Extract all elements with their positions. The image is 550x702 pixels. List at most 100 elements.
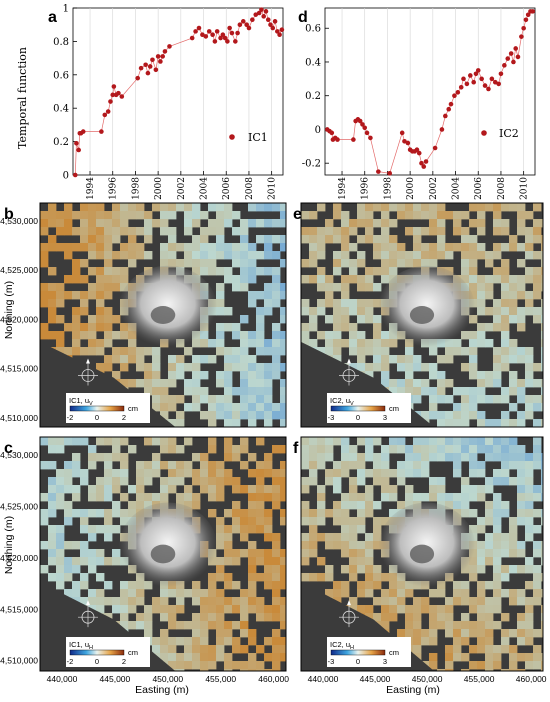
pixel-cell [240, 331, 249, 340]
pixel-cell [72, 541, 81, 550]
pixel-cell [357, 437, 366, 446]
pixel-cell [248, 669, 257, 671]
displacement-field [301, 203, 543, 427]
pixel-cell [445, 629, 454, 638]
pixel-cell [333, 299, 342, 308]
pixel-cell [509, 565, 518, 574]
pixel-cell [176, 605, 185, 614]
pixel-cell [96, 235, 105, 244]
pixel-cell [493, 323, 502, 332]
map-x-tick-label: 450,000 [152, 674, 183, 684]
pixel-cell [437, 355, 446, 364]
pixel-cell [325, 331, 334, 340]
pixel-cell [208, 493, 217, 502]
pixel-cell [240, 379, 249, 388]
pixel-cell [184, 637, 193, 646]
pixel-cell [445, 251, 454, 260]
pixel-cell [104, 363, 113, 372]
y-tick-label: 0.6 [305, 24, 321, 35]
pixel-cell [325, 315, 334, 324]
pixel-cell [208, 259, 217, 268]
pixel-cell [280, 211, 286, 220]
pixel-cell [40, 331, 49, 340]
pixel-cell [272, 645, 281, 654]
pixel-cell [469, 597, 478, 606]
pixel-cell [469, 411, 478, 420]
pixel-cell [168, 621, 177, 630]
pixel-cell [445, 243, 454, 252]
pixel-cell [397, 605, 406, 614]
pixel-cell [365, 371, 374, 380]
pixel-cell [357, 541, 366, 550]
pixel-cell [120, 493, 129, 502]
pixel-cell [373, 283, 382, 292]
colorbar-legend: IC1, uH cm-2 0 2 [66, 637, 150, 667]
pixel-cell [437, 203, 446, 212]
pixel-cell [309, 573, 318, 582]
pixel-cell [365, 453, 374, 462]
pixel-cell [192, 379, 201, 388]
pixel-cell [365, 501, 374, 510]
pixel-cell [56, 283, 65, 292]
pixel-cell [341, 283, 350, 292]
pixel-cell [429, 653, 438, 662]
pixel-cell [104, 453, 113, 462]
pixel-cell [517, 493, 526, 502]
pixel-cell [437, 243, 446, 252]
pixel-cell [533, 453, 542, 462]
pixel-cell [112, 275, 121, 284]
pixel-cell [216, 339, 225, 348]
pixel-cell [88, 557, 97, 566]
pixel-cell [216, 219, 225, 228]
pixel-cell [224, 573, 233, 582]
pixel-cell [256, 387, 265, 396]
pixel-cell [88, 509, 97, 518]
pixel-cell [168, 355, 177, 364]
pixel-cell [224, 347, 233, 356]
pixel-cell [501, 645, 510, 654]
pixel-cell [405, 379, 414, 388]
pixel-cell [72, 461, 81, 470]
pixel-cell [120, 461, 129, 470]
data-point [458, 84, 464, 90]
pixel-cell [493, 645, 502, 654]
map-panel-f: IC2, uH cm-3 0 3 [300, 436, 544, 672]
pixel-cell [469, 445, 478, 454]
pixel-cell [168, 259, 177, 268]
pixel-cell [357, 299, 366, 308]
pixel-cell [421, 605, 430, 614]
pixel-cell [192, 493, 201, 502]
pixel-cell [112, 469, 121, 478]
pixel-cell [184, 251, 193, 260]
pixel-cell [136, 251, 145, 260]
pixel-cell [128, 347, 137, 356]
colorbar-tick: -2 [67, 657, 74, 666]
pixel-cell [104, 219, 113, 228]
pixel-cell [232, 211, 241, 220]
pixel-cell [264, 307, 273, 316]
pixel-cell [333, 251, 342, 260]
pixel-cell [357, 461, 366, 470]
pixel-cell [200, 339, 209, 348]
pixel-cell [477, 339, 486, 348]
pixel-cell [301, 461, 310, 470]
data-point [203, 34, 209, 39]
pixel-cell [232, 581, 241, 590]
pixel-cell [413, 453, 422, 462]
pixel-cell [397, 597, 406, 606]
pixel-cell [317, 461, 326, 470]
pixel-cell [517, 259, 526, 268]
pixel-cell [309, 509, 318, 518]
pixel-cell [56, 525, 65, 534]
pixel-cell [72, 267, 81, 276]
pixel-cell [461, 453, 470, 462]
pixel-cell [136, 613, 145, 622]
pixel-cell [264, 299, 273, 308]
pixel-cell [453, 347, 462, 356]
pixel-cell [264, 235, 273, 244]
pixel-cell [477, 371, 486, 380]
pixel-cell [533, 581, 542, 590]
pixel-cell [381, 243, 390, 252]
pixel-cell [461, 259, 470, 268]
pixel-cell [112, 283, 121, 292]
